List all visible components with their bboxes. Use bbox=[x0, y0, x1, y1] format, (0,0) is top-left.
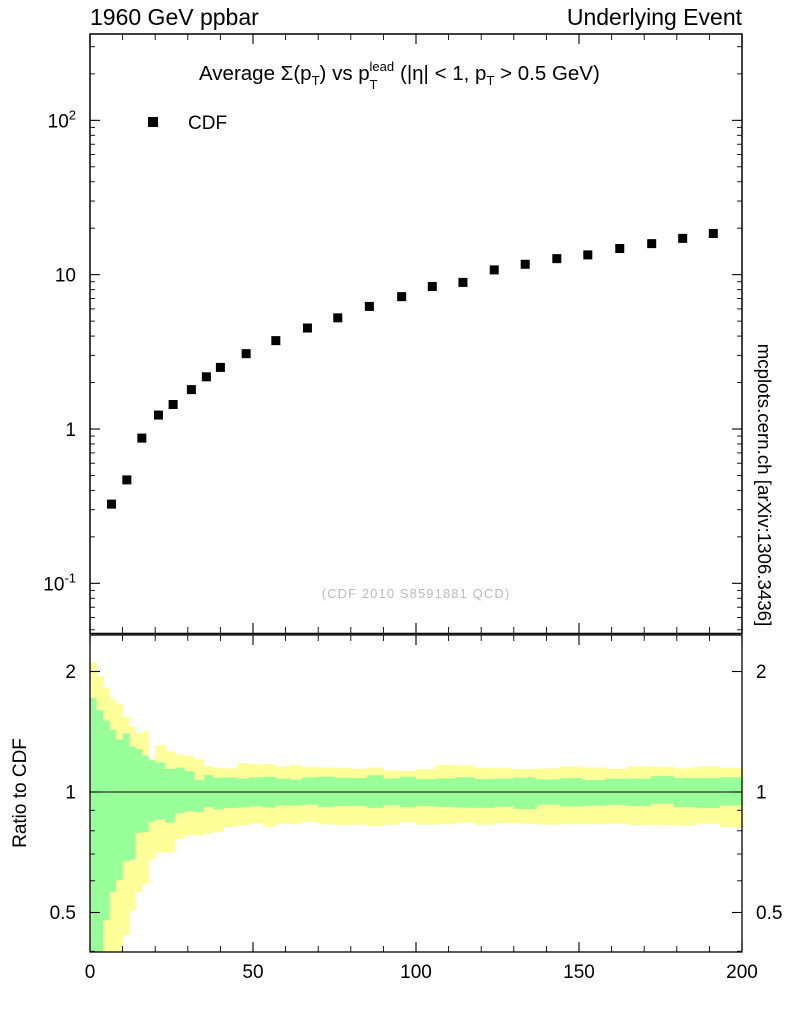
svg-text:1: 1 bbox=[756, 783, 767, 804]
svg-text:150: 150 bbox=[563, 962, 595, 983]
svg-text:(CDF 2010 S8591881 QCD): (CDF 2010 S8591881 QCD) bbox=[322, 586, 511, 601]
svg-text:100: 100 bbox=[400, 962, 432, 983]
svg-text:mcplots.cern.ch [arXiv:1306.34: mcplots.cern.ch [arXiv:1306.3436] bbox=[754, 344, 775, 627]
svg-text:2: 2 bbox=[756, 662, 767, 683]
svg-text:0: 0 bbox=[85, 962, 96, 983]
svg-text:0.5: 0.5 bbox=[756, 903, 782, 924]
svg-text:lead: lead bbox=[370, 59, 395, 74]
svg-text:10: 10 bbox=[55, 266, 76, 287]
svg-text:200: 200 bbox=[726, 962, 758, 983]
svg-text:1: 1 bbox=[65, 783, 76, 804]
svg-text:Ratio to CDF: Ratio to CDF bbox=[10, 738, 31, 848]
svg-text:(|η| < 1, pT > 0.5 GeV): (|η| < 1, pT > 0.5 GeV) bbox=[400, 62, 600, 88]
svg-text:0.5: 0.5 bbox=[50, 903, 76, 924]
svg-text:T: T bbox=[370, 77, 378, 92]
svg-text:1960 GeV ppbar: 1960 GeV ppbar bbox=[90, 4, 259, 30]
svg-text:2: 2 bbox=[65, 662, 76, 683]
svg-text:Underlying Event: Underlying Event bbox=[567, 4, 743, 30]
svg-text:50: 50 bbox=[242, 962, 263, 983]
svg-text:Average Σ(pT) vs p: Average Σ(pT) vs p bbox=[199, 62, 370, 88]
svg-text:CDF: CDF bbox=[188, 113, 227, 134]
svg-text:1: 1 bbox=[65, 420, 76, 441]
